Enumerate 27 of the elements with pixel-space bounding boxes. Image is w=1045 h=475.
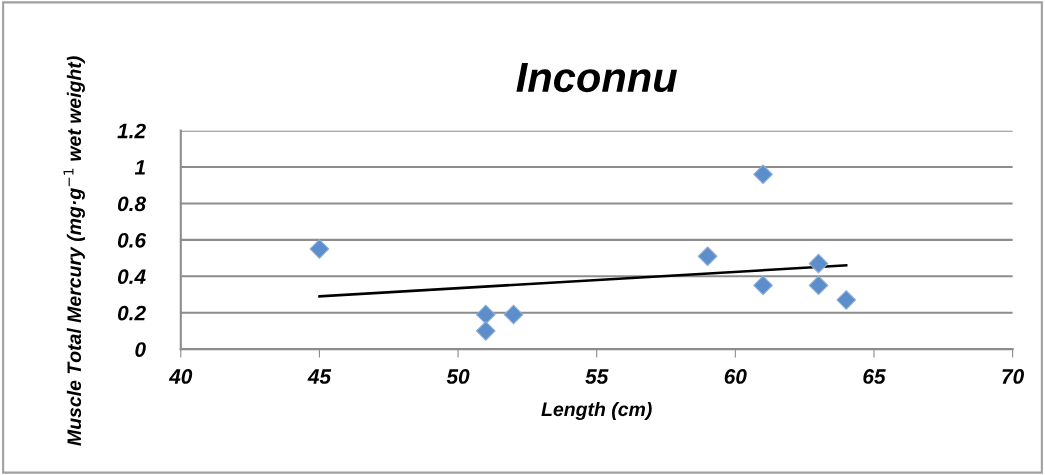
point <box>836 290 857 310</box>
y-tick-label: 0.8 <box>117 196 147 212</box>
x-axis-title: Length (cm) <box>541 401 652 420</box>
y-tick-label: 1 <box>134 160 145 175</box>
point <box>697 246 718 267</box>
y-tick-label: 0.4 <box>117 269 146 285</box>
x-tick-label: 45 <box>307 369 332 384</box>
point <box>475 304 496 325</box>
y-axis-title: Muscle Total Mercury (mg·g$^{−1}$ wet weight) <box>63 56 85 446</box>
x-tick-label: 70 <box>1002 369 1024 384</box>
x-tick-label: 65 <box>863 369 886 384</box>
x-tick-label: 60 <box>724 369 747 384</box>
y-tick-label: 0.6 <box>117 232 147 248</box>
point <box>808 253 829 274</box>
point <box>808 275 829 296</box>
y-tick-label: 1.2 <box>117 123 146 139</box>
x-tick-label: 55 <box>585 369 609 384</box>
point <box>475 321 496 341</box>
point <box>753 164 773 185</box>
y-tick-label: 0 <box>135 342 146 357</box>
point <box>309 239 330 259</box>
chart-title: Inconnu <box>516 63 677 93</box>
y-tick-label: 0.2 <box>117 305 146 321</box>
x-tick-label: 40 <box>168 369 193 384</box>
point <box>753 275 773 296</box>
point <box>503 304 524 325</box>
x-tick-label: 50 <box>446 369 470 384</box>
